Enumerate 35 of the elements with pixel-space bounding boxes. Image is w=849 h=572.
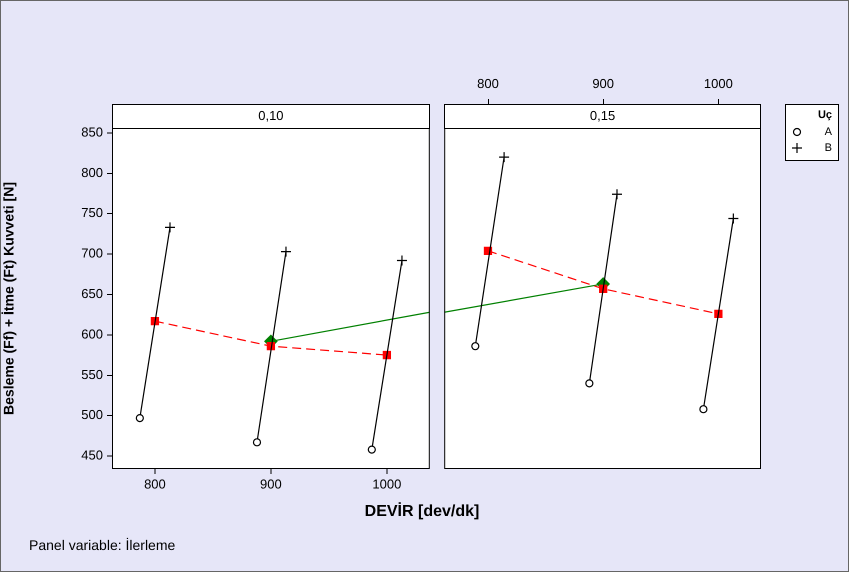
chart-title: 0,10 <box>112 104 430 129</box>
legend-title: Uç <box>816 109 832 121</box>
point <box>136 414 144 422</box>
y-tick-label: 800 <box>81 164 103 180</box>
legend-label: B <box>824 142 832 154</box>
point <box>471 342 480 350</box>
y-tick-label: 500 <box>81 407 103 422</box>
y-tick-label: 550 <box>81 366 103 382</box>
y-axis-title: Besleme (Ff) + İtme (Ft) Kuvveti [N] <box>0 182 16 415</box>
point <box>611 188 623 200</box>
y-tick-label: 600 <box>81 326 103 342</box>
text: Panel variable: İlerleme <box>29 537 176 553</box>
point <box>699 405 708 414</box>
point <box>164 222 176 233</box>
y-tick-label: 750 <box>81 205 103 220</box>
x-tick-label: 1000 <box>704 76 733 91</box>
x-tick-label: 1000 <box>372 476 402 492</box>
x-axis-title: DEVİR [dev/dk] <box>364 503 480 521</box>
y-tick-label: 850 <box>81 124 103 140</box>
point <box>498 151 510 163</box>
x-tick-label: 900 <box>592 76 614 91</box>
point <box>585 379 594 388</box>
y-tick-label: 650 <box>81 286 103 302</box>
point <box>396 254 408 266</box>
chart-title: 0,15 <box>444 104 761 129</box>
x-tick-label: 800 <box>477 76 499 91</box>
point <box>368 446 376 454</box>
x-tick-label: 800 <box>144 476 166 492</box>
point <box>252 438 262 446</box>
legend-label: A <box>824 126 832 138</box>
x-tick-label: 900 <box>260 476 282 492</box>
point <box>728 212 739 224</box>
y-tick-label: 450 <box>81 448 103 463</box>
y-tick-label: 700 <box>81 246 103 261</box>
point <box>280 246 292 258</box>
